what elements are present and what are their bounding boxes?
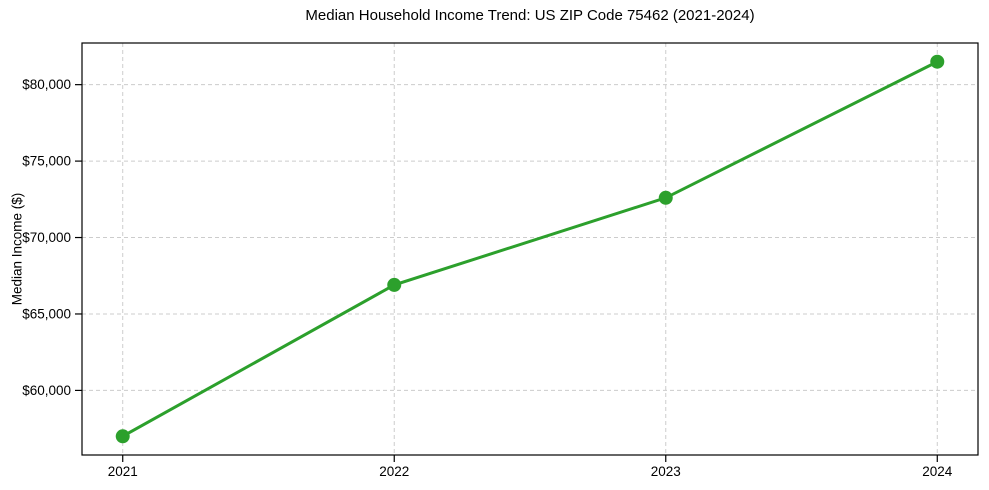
data-point-2022 [387,277,402,292]
y-tick-label: $65,000 [22,306,71,321]
x-tick-label: 2022 [379,464,409,479]
x-tick-label: 2024 [922,464,953,479]
data-point-2024 [930,54,945,69]
y-tick-label: $70,000 [22,230,71,245]
y-tick-label: $80,000 [22,77,71,92]
data-point-2023 [658,190,673,205]
x-tick-label: 2021 [108,464,138,479]
trend-line [121,60,939,438]
y-tick-label: $75,000 [22,154,71,169]
x-tick-label: 2023 [651,464,681,479]
y-tick-label: $60,000 [22,383,71,398]
chart-title: Median Household Income Trend: US ZIP Co… [305,7,755,24]
data-point-2021 [115,429,130,444]
plot-border [81,42,979,456]
